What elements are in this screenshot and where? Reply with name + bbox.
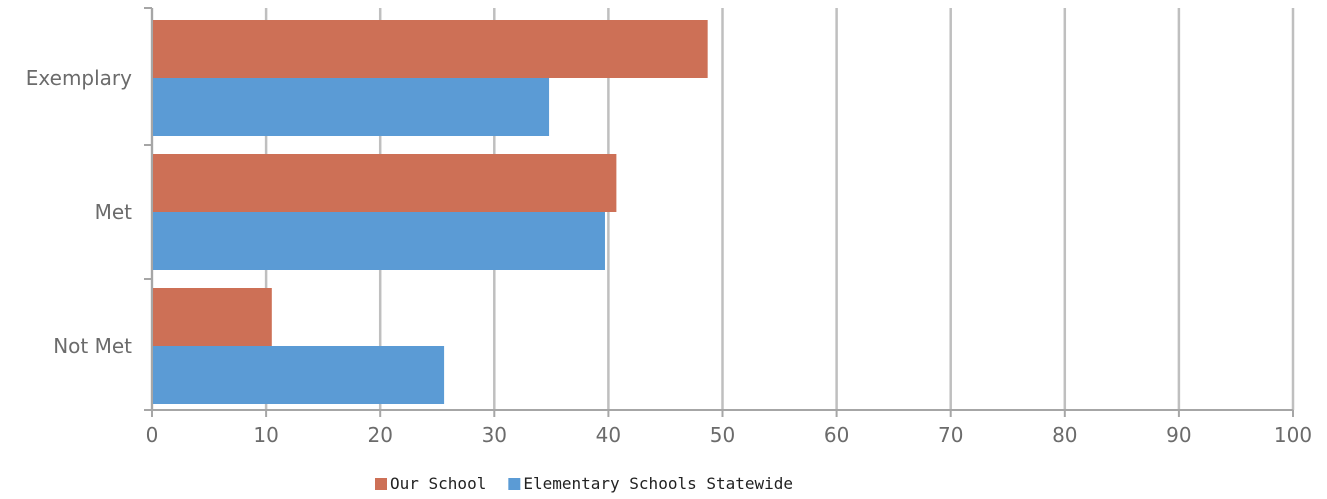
bar-our-school-not-met bbox=[152, 288, 272, 346]
x-tick-label: 60 bbox=[824, 423, 849, 447]
x-tick-label: 40 bbox=[596, 423, 621, 447]
bar-our-school-met bbox=[152, 154, 617, 212]
x-tick-label: 100 bbox=[1274, 423, 1312, 447]
x-tick-label: 10 bbox=[253, 423, 278, 447]
axes: 0 10 20 30 40 50 60 70 80 90 100 Exemplary Met Not Me… bbox=[26, 7, 1312, 447]
legend: Our School Elementary Schools Statewide bbox=[375, 474, 793, 493]
x-tick-label: 90 bbox=[1166, 423, 1191, 447]
y-category-label: Met bbox=[95, 200, 133, 224]
bars bbox=[152, 20, 708, 404]
legend-swatch-our-school bbox=[375, 478, 387, 490]
legend-label: Elementary Schools Statewide bbox=[523, 474, 793, 493]
bar-elementary-schools-statewide-not-met bbox=[152, 346, 445, 404]
bar-elementary-schools-statewide-met bbox=[152, 212, 605, 270]
x-tick-label: 50 bbox=[710, 423, 735, 447]
x-tick-label: 20 bbox=[367, 423, 392, 447]
x-tick-label: 30 bbox=[482, 423, 507, 447]
x-tick-label: 70 bbox=[938, 423, 963, 447]
legend-swatch-elementary-schools-statewide bbox=[508, 478, 521, 490]
legend-label: Our School bbox=[390, 474, 486, 493]
bar-our-school-exemplary bbox=[152, 20, 708, 78]
y-category-label: Not Met bbox=[53, 334, 132, 358]
y-category-label: Exemplary bbox=[26, 66, 132, 90]
x-tick-label: 0 bbox=[146, 423, 159, 447]
bar-elementary-schools-statewide-exemplary bbox=[152, 78, 550, 136]
x-tick-label: 80 bbox=[1052, 423, 1077, 447]
